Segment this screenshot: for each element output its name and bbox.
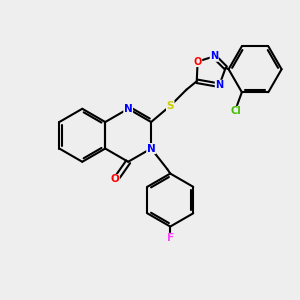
Text: Cl: Cl [231, 106, 241, 116]
Text: N: N [124, 104, 133, 114]
Text: N: N [147, 143, 155, 154]
Text: O: O [111, 174, 119, 184]
Text: N: N [215, 80, 224, 90]
Text: S: S [167, 101, 174, 111]
Text: N: N [210, 51, 218, 61]
Text: F: F [167, 233, 174, 243]
Text: O: O [194, 57, 202, 67]
